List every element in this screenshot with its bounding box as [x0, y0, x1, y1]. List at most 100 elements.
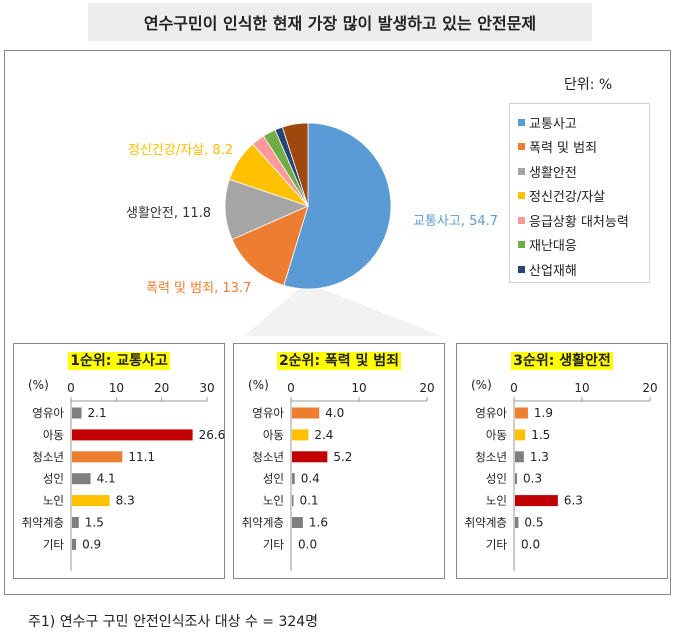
bar: [515, 517, 519, 528]
pie-slice: [281, 122, 309, 207]
category-label: 아동: [43, 428, 64, 442]
bar-chart-3: 0 10 20 영유아 1.9 아동 1.5 청소년 1.3 성인 0.3 노인 6.3 취약계층 0.5 기…: [465, 381, 658, 571]
bar-value-label: 11.1: [128, 450, 155, 464]
bar: [292, 429, 309, 441]
bar-value-label: 2.4: [314, 428, 333, 442]
bar: [515, 451, 524, 463]
pie-label-violence: 폭력 및 범죄, 13.7: [146, 281, 252, 296]
bar-panel-2-title: 2순위: 폭력 및 범죄: [276, 352, 402, 370]
pie-slice: [224, 178, 310, 240]
bar: [515, 407, 528, 419]
x-tick-label: 10: [574, 381, 589, 395]
pie-breakout-connector: [244, 287, 442, 336]
bar: [72, 538, 77, 550]
category-label: 영유아: [252, 406, 284, 420]
pie-legend: 교통사고 폭력 및 범죄 생활안전 정신건강/자살 응급상황 대처능력 재난대응 산업재해: [509, 103, 650, 283]
bar-value-label: 0.5: [524, 516, 543, 530]
x-tick-label: 0: [287, 381, 295, 395]
pie-chart: [224, 122, 442, 336]
bar-value-label: 0.4: [301, 472, 320, 486]
legend-swatch: [518, 167, 525, 175]
category-label: 취약계층: [242, 516, 284, 530]
bar-value-label: 0.0: [298, 537, 317, 551]
bar-value-label: 1.6: [309, 516, 328, 530]
bar: [515, 473, 518, 485]
category-label: 성인: [263, 472, 284, 486]
pie-label-life-safety: 생활안전, 11.8: [126, 206, 212, 221]
pie-label-traffic: 교통사고, 54.7: [413, 214, 499, 229]
legend-swatch: [518, 143, 525, 151]
x-tick-label: 10: [351, 381, 366, 395]
bar-chart-1: 0 10 20 30 영유아 2.1 아동 26.6 청소년 11.1 성인 4.1 노인 8.3 취약계층…: [22, 381, 226, 571]
legend-item: 산업재해: [518, 257, 649, 282]
legend-swatch: [518, 118, 525, 126]
legend-label: 산업재해: [529, 263, 577, 279]
category-label: 아동: [486, 428, 507, 442]
bar-panel-1: 1순위: 교통사고 (%) 0 10 20 30 영유아 2.1 아동 26.6 청소년 11.1…: [13, 343, 225, 579]
bar-value-label: 1.3: [530, 450, 549, 464]
category-label: 노인: [486, 494, 507, 508]
chart-frame: [4, 50, 671, 595]
bar: [72, 473, 91, 485]
footnote: 주1) 연수구 구민 안전인식조사 대상 수 = 324명: [28, 614, 319, 630]
category-label: 취약계층: [465, 516, 507, 530]
bar-value-label: 1.5: [85, 516, 104, 530]
bar-value-label: 0.9: [82, 537, 101, 551]
bar-value-label: 6.3: [564, 494, 583, 508]
bar: [292, 473, 295, 485]
category-label: 영유아: [475, 406, 507, 420]
bar: [515, 495, 558, 507]
legend-item: 교통사고: [518, 110, 649, 135]
bar: [72, 407, 82, 419]
bar: [292, 407, 320, 419]
bar-value-label: 26.6: [199, 428, 226, 442]
legend-item: 폭력 및 범죄: [518, 135, 649, 160]
bar-value-label: 1.9: [534, 406, 553, 420]
legend-swatch: [518, 241, 525, 249]
bar-value-label: 5.2: [333, 450, 352, 464]
bar-value-label: 8.3: [116, 494, 135, 508]
bar-value-label: 2.1: [88, 406, 107, 420]
bar-panel-2-unit: (%): [248, 378, 269, 392]
category-label: 기타: [486, 537, 508, 551]
bar-panel-1-unit: (%): [28, 378, 49, 392]
bar-panel-1-title: 1순위: 교통사고: [68, 352, 170, 370]
category-label: 청소년: [32, 450, 64, 464]
bar-value-label: 4.1: [97, 472, 116, 486]
x-tick-label: 20: [154, 381, 169, 395]
bar: [72, 451, 123, 463]
legend-label: 생활안전: [529, 165, 577, 181]
bar-panel-3-unit: (%): [471, 378, 492, 392]
bar-value-label: 4.0: [325, 406, 344, 420]
bar-value-label: 0.1: [300, 494, 319, 508]
legend-label: 폭력 및 범죄: [529, 141, 598, 157]
category-label: 노인: [43, 494, 64, 508]
category-label: 영유아: [32, 406, 64, 420]
x-tick-label: 0: [67, 381, 75, 395]
legend-swatch: [518, 265, 525, 273]
bar-value-label: 1.5: [531, 428, 550, 442]
category-label: 성인: [43, 472, 64, 486]
bar-panel-3: 3순위: 생활안전 (%) 0 10 20 영유아 1.9 아동 1.5 청소년 1.3 성인 0.…: [456, 343, 668, 579]
legend-item: 재난대응: [518, 233, 649, 258]
unit-label: 단위: %: [564, 77, 613, 93]
bar: [515, 429, 526, 441]
category-label: 기타: [263, 537, 285, 551]
x-tick-label: 0: [510, 381, 518, 395]
pie-label-mental-health: 정신건강/자살, 8.2: [128, 143, 234, 158]
legend-item: 정신건강/자살: [518, 184, 649, 209]
bar: [72, 517, 79, 528]
x-tick-label: 10: [109, 381, 124, 395]
category-label: 아동: [263, 428, 284, 442]
bar: [72, 429, 193, 441]
bar: [72, 495, 110, 507]
bar-panel-2: 2순위: 폭력 및 범죄 (%) 0 10 20 영유아 4.0 아동 2.4 청소년 5.2 성…: [233, 343, 445, 579]
x-tick-label: 30: [199, 381, 214, 395]
bar-chart-2: 0 10 20 영유아 4.0 아동 2.4 청소년 5.2 성인 0.4 노인 0.1 취약계층 1.6 기…: [242, 381, 435, 571]
category-label: 취약계층: [22, 516, 64, 530]
x-tick-label: 20: [642, 381, 657, 395]
bar: [292, 517, 303, 528]
legend-swatch: [518, 192, 525, 200]
legend-label: 교통사고: [529, 116, 577, 132]
bar: [292, 495, 294, 507]
